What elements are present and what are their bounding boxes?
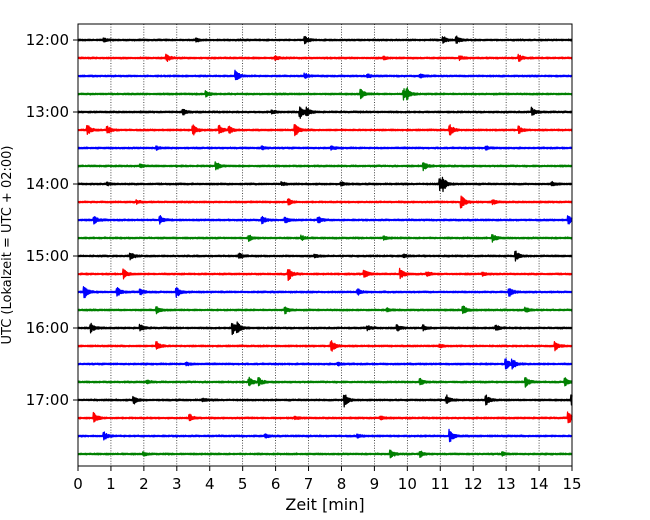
y-tick-label: 12:00	[26, 31, 69, 49]
trace-1715	[77, 411, 573, 424]
x-tick-label: 15	[562, 475, 581, 493]
trace-1345	[77, 161, 573, 172]
trace-1615	[77, 340, 573, 352]
trace-1415	[77, 195, 573, 209]
y-tick-label: 15:00	[26, 247, 69, 265]
trace-1300	[77, 106, 573, 119]
x-tick-label: 0	[73, 475, 83, 493]
trace-1430	[77, 215, 573, 225]
trace-1400	[77, 176, 573, 193]
x-axis: 0 1 2 3 4 5 6 7 8 9 10 11 12 13 14 15	[73, 466, 582, 493]
x-axis-label: Zeit [min]	[285, 495, 364, 514]
trace-1245	[77, 87, 573, 101]
x-tick-label: 3	[172, 475, 182, 493]
trace-1600	[77, 321, 573, 336]
x-tick-label: 1	[106, 475, 116, 493]
x-tick-label: 14	[530, 475, 549, 493]
x-tick-label: 10	[398, 475, 417, 493]
trace-1215	[77, 53, 573, 63]
trace-1630	[77, 358, 573, 370]
trace-1545	[77, 305, 573, 315]
x-tick-label: 6	[271, 475, 281, 493]
y-axis: 12:00 13:00 14:00 15:00 16:00 17:00	[26, 31, 78, 409]
plot-frame	[77, 23, 573, 467]
y-axis-label: UTC (Lokalzeit = UTC + 02:00)	[0, 146, 15, 345]
trace-1745	[77, 449, 573, 459]
x-tick-label: 12	[464, 475, 483, 493]
trace-1515	[77, 267, 573, 282]
y-tick-label: 17:00	[26, 391, 69, 409]
y-tick-label: 14:00	[26, 175, 69, 193]
y-tick-label: 13:00	[26, 103, 69, 121]
x-tick-label: 13	[497, 475, 516, 493]
trace-1445	[77, 233, 573, 243]
trace-1330	[77, 145, 573, 151]
trace-1230	[77, 69, 573, 81]
x-tick-label: 8	[337, 475, 347, 493]
trace-1200	[77, 35, 573, 45]
trace-1645	[77, 376, 573, 388]
y-tick-label: 16:00	[26, 319, 69, 337]
trace-1315	[77, 124, 573, 137]
trace-1700	[77, 394, 573, 408]
x-tick-label: 9	[370, 475, 380, 493]
seismic-traces	[77, 35, 573, 459]
x-tick-label: 4	[205, 475, 215, 493]
trace-1500	[77, 250, 573, 262]
x-tick-label: 11	[431, 475, 450, 493]
x-tick-label: 7	[304, 475, 314, 493]
x-tick-label: 5	[238, 475, 248, 493]
x-tick-label: 2	[139, 475, 149, 493]
trace-1530	[77, 286, 573, 299]
trace-1730	[77, 428, 573, 443]
